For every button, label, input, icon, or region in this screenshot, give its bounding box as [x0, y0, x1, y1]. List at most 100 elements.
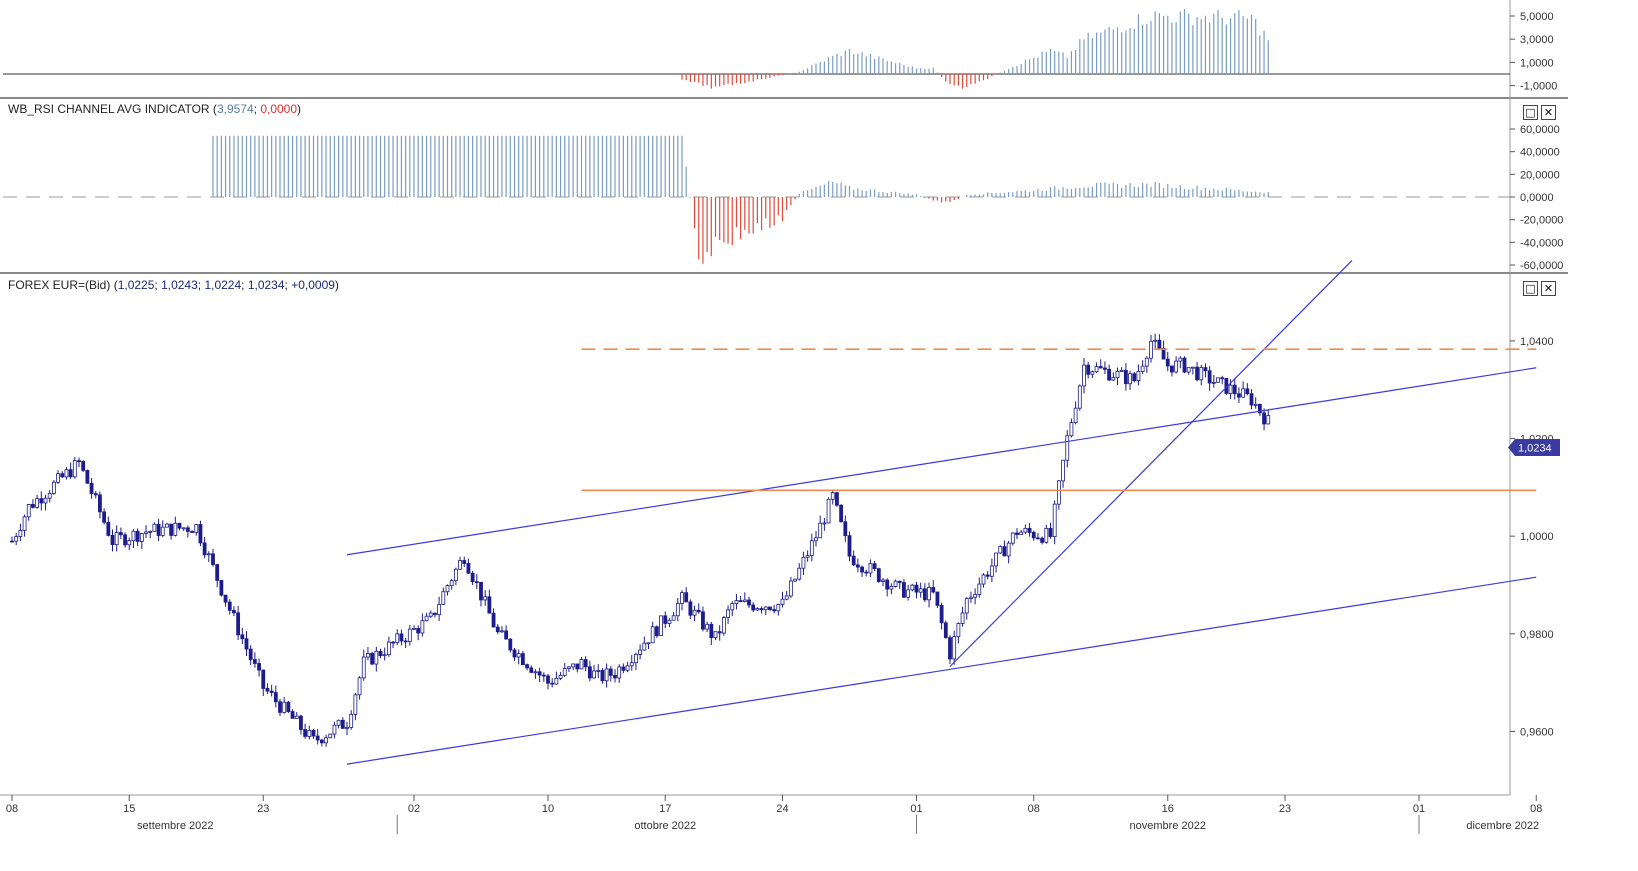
candle-253: [1069, 418, 1074, 438]
candle-197: [835, 491, 839, 507]
x-tick-label-5: 17: [659, 803, 671, 815]
candle-283: [1195, 361, 1199, 382]
candle-282: [1190, 366, 1195, 375]
candle-16: [77, 457, 81, 468]
rsi-maximize-button[interactable]: □: [1523, 105, 1538, 120]
candle-184: [780, 591, 785, 608]
candle-65: [282, 697, 287, 714]
candle-211: [893, 579, 898, 588]
candle-200: [847, 531, 852, 562]
candle-109: [466, 558, 471, 574]
price-y-tick-label-0: 1,0400: [1520, 336, 1554, 348]
candle-115: [491, 608, 496, 628]
candle-209: [885, 578, 890, 597]
candle-176: [747, 596, 751, 608]
candle-227: [960, 606, 965, 627]
candle-218: [922, 583, 927, 602]
candle-143: [608, 665, 613, 682]
candle-150: [638, 644, 643, 660]
candle-270: [1140, 360, 1145, 375]
candle-51: [223, 594, 228, 607]
x-tick-label-8: 08: [1028, 803, 1040, 815]
candle-154: [654, 625, 659, 638]
candle-113: [483, 590, 488, 606]
candle-11: [56, 470, 60, 485]
candle-264: [1115, 367, 1120, 386]
trendline-channel-upper: [346, 367, 1537, 556]
candle-15: [72, 456, 77, 479]
candle-166: [705, 621, 710, 633]
candle-245: [1036, 533, 1040, 540]
candle-196: [830, 490, 835, 505]
candle-126: [537, 667, 542, 683]
candle-130: [554, 671, 559, 685]
candle-274: [1157, 334, 1162, 351]
month-label-0: settembre 2022: [137, 820, 213, 832]
candle-157: [667, 618, 672, 628]
candle-152: [646, 642, 651, 649]
candle-107: [458, 556, 462, 570]
price-maximize-button[interactable]: □: [1523, 281, 1538, 296]
candle-77: [332, 721, 337, 739]
candle-36: [160, 520, 165, 538]
candle-81: [349, 710, 354, 730]
candle-181: [768, 606, 772, 611]
rsi-title-text: WB_RSI CHANNEL AVG INDICATOR: [8, 102, 210, 116]
candle-188: [797, 563, 802, 581]
candle-136: [579, 657, 584, 670]
candle-189: [801, 551, 806, 576]
candle-272: [1149, 334, 1153, 363]
x-tick-label-10: 23: [1279, 803, 1291, 815]
candle-185: [784, 591, 789, 601]
candle-60: [261, 669, 266, 697]
trendline-rising: [949, 259, 1353, 667]
candle-147: [625, 661, 630, 673]
candle-75: [324, 734, 328, 747]
candle-236: [998, 545, 1003, 554]
price-y-tick-label-4: 0,9600: [1520, 726, 1554, 738]
candle-249: [1052, 500, 1057, 545]
x-tick-label-3: 02: [408, 803, 420, 815]
candle-53: [232, 606, 236, 617]
candle-62: [269, 685, 274, 697]
candle-41: [181, 527, 186, 531]
candle-231: [977, 577, 982, 598]
candle-246: [1040, 536, 1045, 545]
candle-257: [1086, 361, 1091, 379]
candle-67: [290, 709, 295, 719]
candle-172: [730, 601, 735, 617]
candle-131: [558, 672, 563, 681]
candle-223: [943, 620, 948, 639]
candle-94: [403, 637, 408, 648]
candle-39: [173, 516, 178, 537]
candle-254: [1073, 401, 1078, 425]
rsi-y-tick-label-4: -20,0000: [1520, 215, 1563, 227]
rsi-y-tick-label-5: -40,0000: [1520, 237, 1563, 249]
candle-55: [240, 627, 245, 644]
candle-63: [273, 685, 278, 708]
candle-104: [445, 584, 450, 596]
candle-114: [487, 589, 492, 614]
candle-111: [474, 574, 479, 590]
price-window-controls: □ ✕: [1523, 281, 1556, 296]
price-title-text: FOREX EUR=(Bid): [8, 278, 111, 292]
candle-239: [1010, 532, 1015, 546]
candle-186: [788, 576, 793, 598]
candle-72: [311, 728, 316, 739]
candle-64: [278, 698, 282, 717]
candle-183: [776, 603, 781, 616]
candle-133: [567, 666, 571, 673]
candle-117: [500, 626, 504, 633]
rsi-close-button[interactable]: ✕: [1541, 105, 1556, 120]
candle-22: [102, 508, 107, 525]
price-close-button[interactable]: ✕: [1541, 281, 1556, 296]
candle-153: [650, 621, 655, 644]
rsi-y-tick-label-6: -60,0000: [1520, 260, 1563, 272]
candle-162: [688, 599, 693, 620]
candle-129: [550, 678, 555, 688]
candle-13: [64, 466, 69, 480]
candle-132: [562, 663, 567, 677]
candle-285: [1203, 363, 1208, 378]
candle-61: [265, 683, 270, 695]
candle-116: [495, 624, 500, 635]
